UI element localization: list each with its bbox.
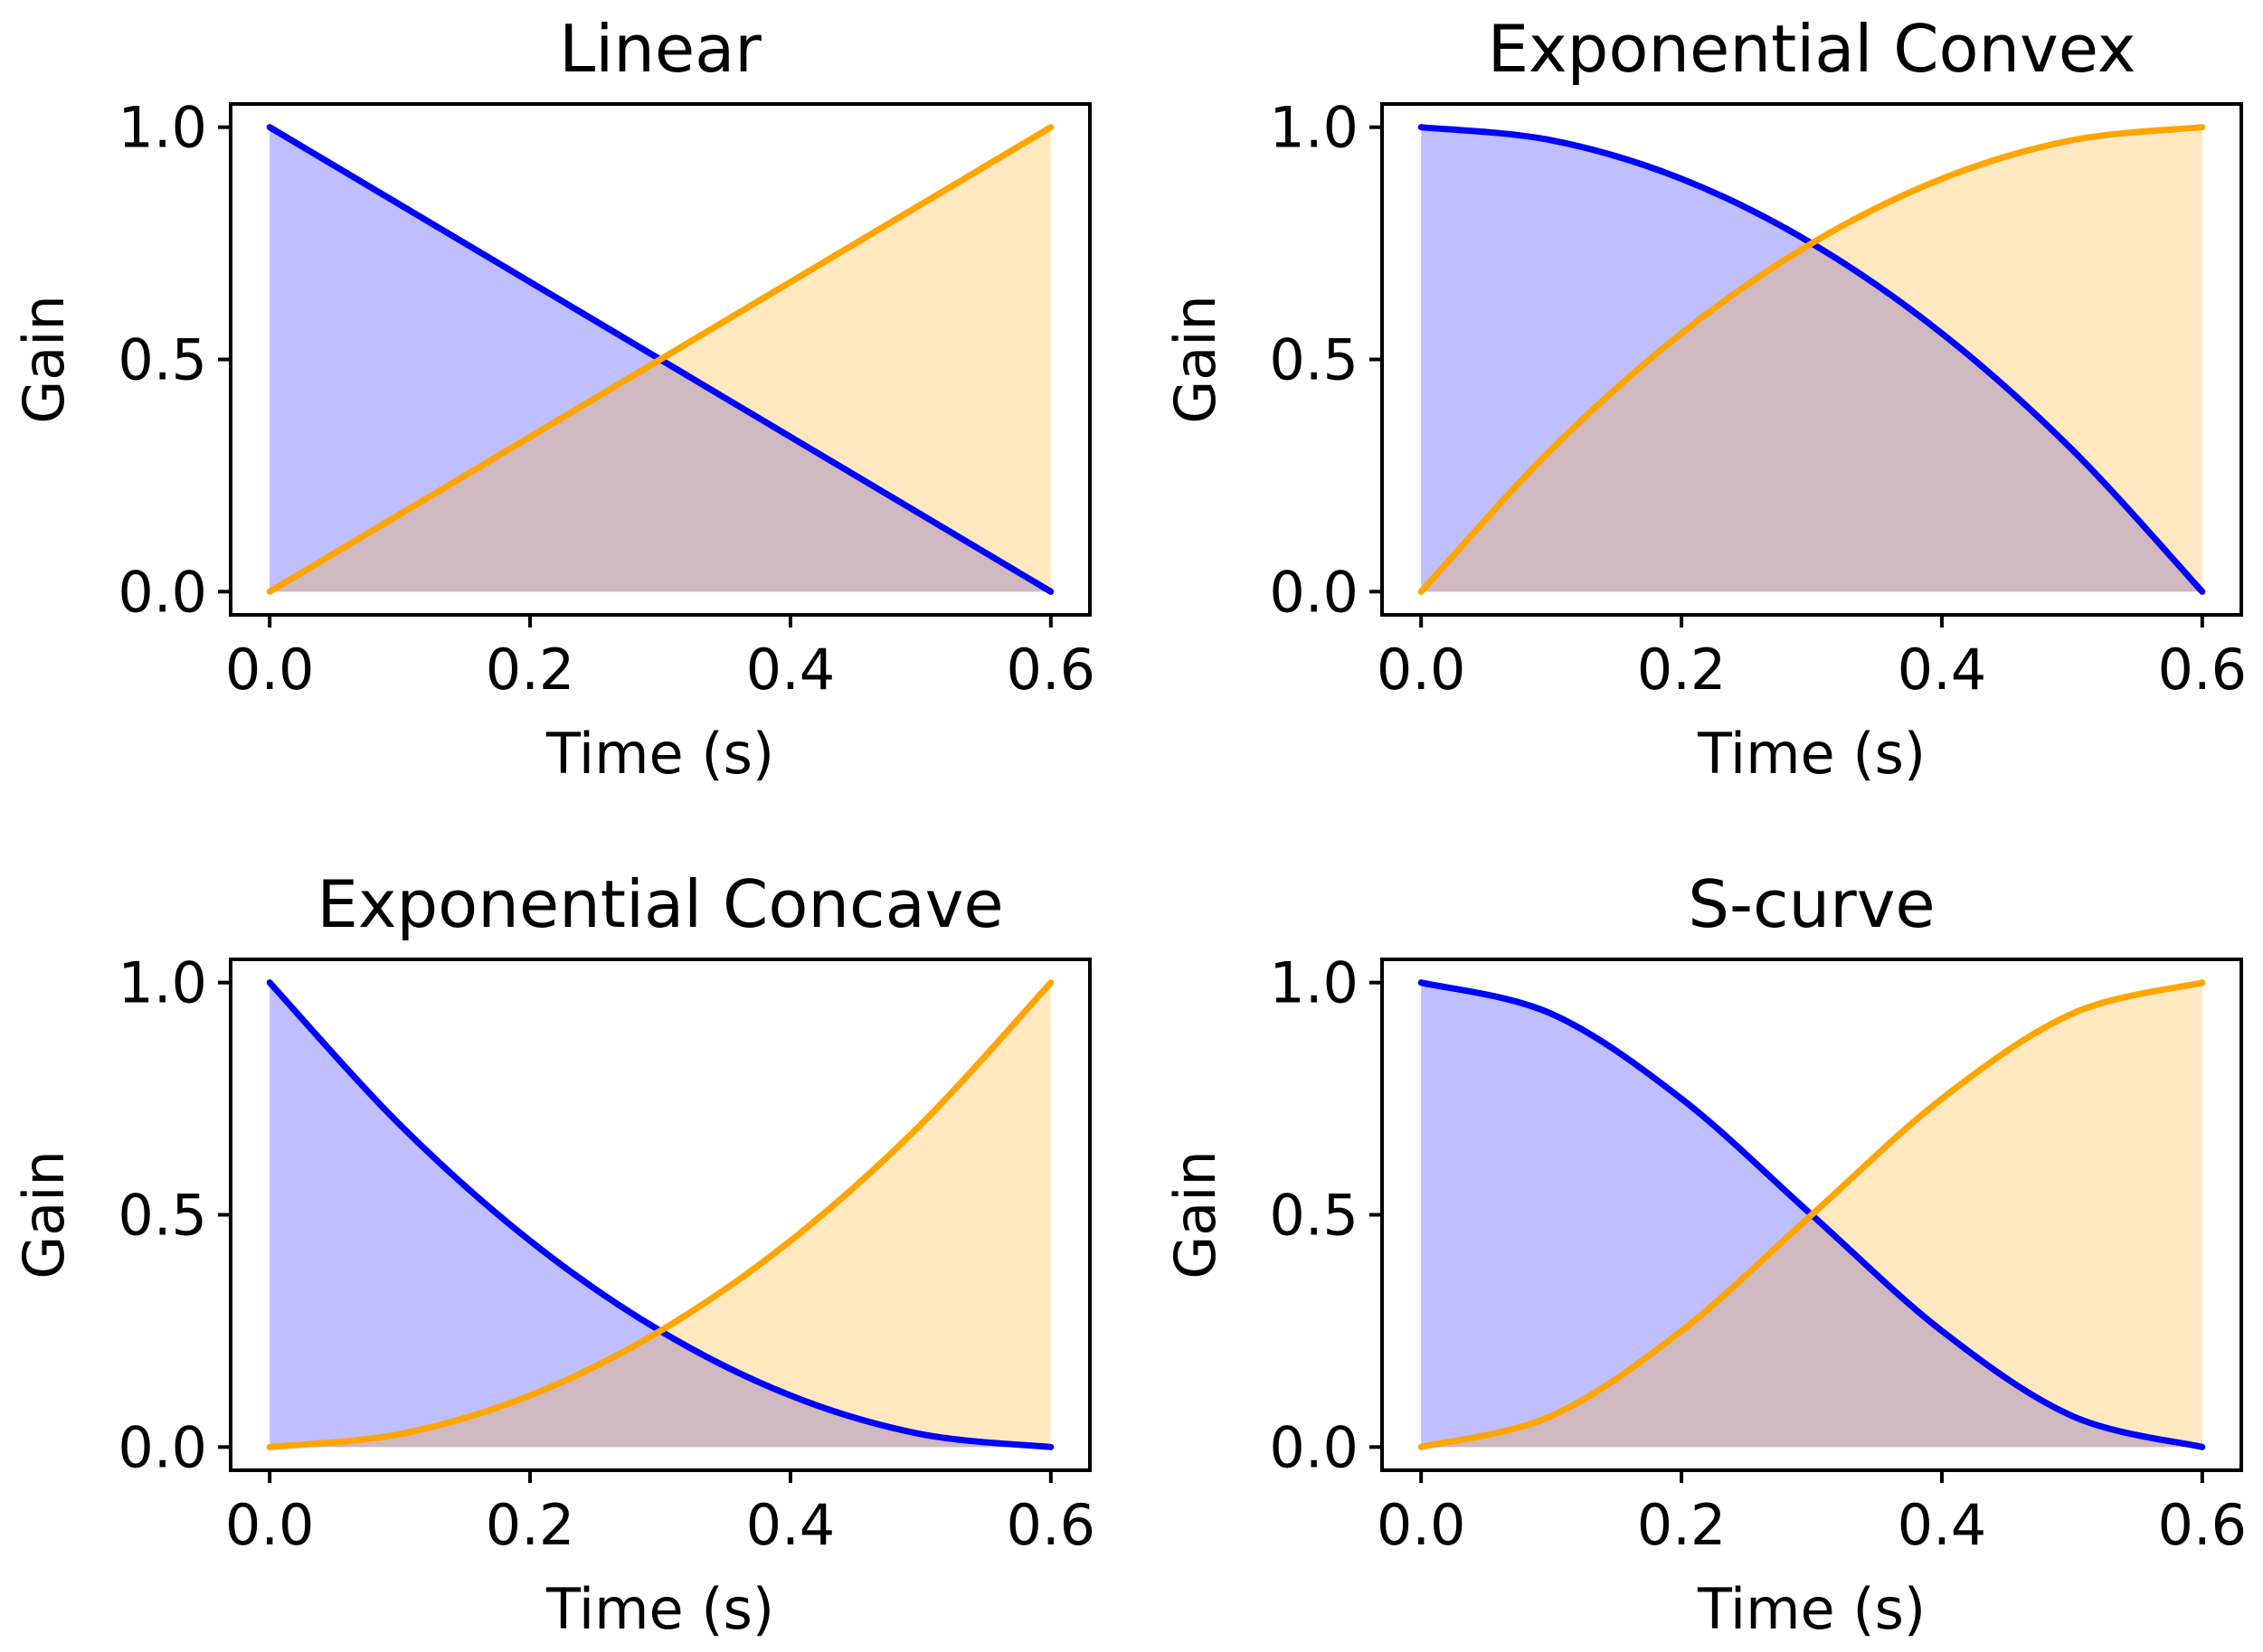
fade-in-line [266,979,1055,1450]
fade-in-area [1421,127,2202,592]
fade-out-line [266,979,1055,1450]
x-tick-label: 0.6 [1007,637,1096,703]
x-tick-label: 0.6 [2158,1492,2248,1558]
chart-title: Linear [559,11,762,87]
y-tick-label: 0.0 [118,559,207,625]
y-tick-label: 0.5 [118,1183,207,1249]
y-axis-label: Gain [1162,1150,1228,1279]
x-tick-label: 0.0 [225,1492,315,1558]
y-tick-label: 0.0 [1269,559,1359,625]
x-tick-label: 0.0 [1377,1492,1466,1558]
x-tick-label: 0.0 [225,637,315,703]
y-axis-label: Gain [1162,295,1228,424]
x-tick-label: 0.2 [486,637,575,703]
panel-exponential-convex: 0.0 0.2 0.4 0.6 0.0 0.5 1.0 Exponential Convex T… [1162,11,2247,787]
panel-s-curve: 0.0 0.2 0.4 0.6 0.0 0.5 1.0 S-curve Time (s) Gain [1162,866,2247,1642]
y-tick-label: 0.5 [1269,327,1359,393]
panel-linear: 0.0 0.2 0.4 0.6 0.0 0.5 1.0 Linear Time (s) Gain [11,11,1095,787]
fade-out-area [270,982,1051,1448]
y-tick-label: 0.5 [1269,1183,1359,1249]
chart-title: Exponential Convex [1488,11,2136,87]
x-axis-label: Time (s) [545,1576,774,1642]
chart-title: Exponential Concave [317,866,1003,942]
x-tick-label: 0.4 [1898,1492,1987,1558]
x-tick-label: 0.2 [486,1492,575,1558]
x-tick-label: 0.2 [1637,637,1727,703]
y-tick-label: 1.0 [118,95,207,161]
fade-out-line [1417,124,2206,595]
x-axis-label: Time (s) [1697,1576,1926,1642]
fade-in-line [266,124,1055,595]
panel-exponential-concave: 0.0 0.2 0.4 0.6 0.0 0.5 1.0 Exponential Concave… [11,866,1095,1642]
y-tick-label: 0.0 [118,1414,207,1480]
x-tick-label: 0.0 [1377,637,1466,703]
fade-in-area [270,982,1051,1448]
x-tick-label: 0.2 [1637,1492,1727,1558]
fade-in-line [1417,979,2206,1450]
y-tick-label: 1.0 [1269,950,1359,1016]
x-tick-label: 0.6 [2158,637,2248,703]
y-axis-label: Gain [11,1150,77,1279]
chart-title: S-curve [1688,866,1935,942]
x-axis-label: Time (s) [1697,721,1926,787]
y-axis-label: Gain [11,295,77,424]
x-tick-label: 0.6 [1007,1492,1096,1558]
y-tick-label: 0.5 [118,327,207,393]
x-tick-label: 0.4 [746,1492,836,1558]
y-tick-label: 1.0 [1269,95,1359,161]
y-tick-label: 0.0 [1269,1414,1359,1480]
x-tick-label: 0.4 [1898,637,1987,703]
fade-in-line [1417,124,2206,595]
x-axis-label: Time (s) [545,721,774,787]
fade-out-area [1421,127,2202,592]
x-tick-label: 0.4 [746,637,836,703]
y-tick-label: 1.0 [118,950,207,1016]
